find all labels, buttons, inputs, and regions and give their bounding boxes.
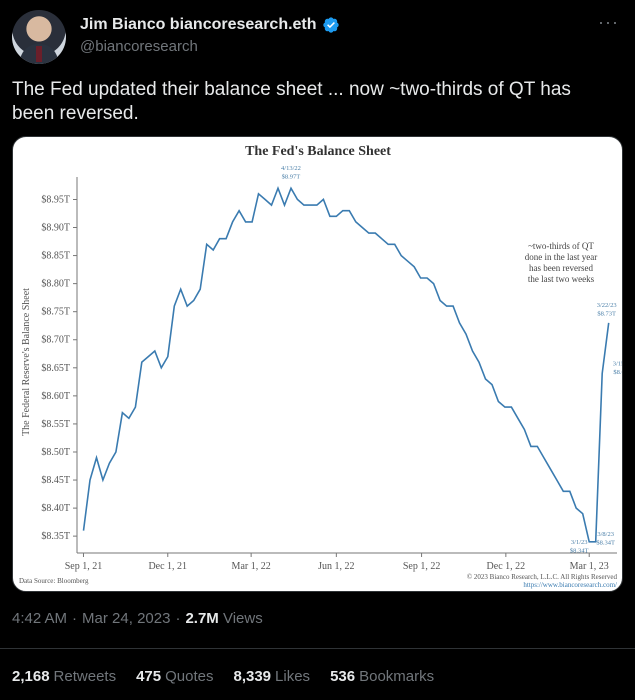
annotation-3-15-23: 3/15/23 $8.64T (613, 360, 623, 376)
qt-reversal-note-line: the last two weeks (528, 274, 595, 284)
qt-reversal-note-line: done in the last year (525, 252, 597, 262)
chart-title: The Fed's Balance Sheet (245, 144, 391, 159)
x-tick-label: Jun 1, 22 (318, 561, 354, 572)
retweets-label: Retweets (53, 668, 117, 685)
avatar[interactable] (12, 10, 66, 64)
avatar-tie (36, 46, 42, 62)
views-count: 2.7M (185, 610, 219, 627)
annotation-3-22-23: 3/22/23 $8.73T (597, 302, 617, 318)
peak-annotation-line: $8.97T (282, 174, 301, 181)
divider-top (0, 648, 635, 649)
annotation-3-8-23: 3/8/23 $8.34T (596, 531, 615, 547)
stat-retweets[interactable]: 2,168 Retweets (12, 668, 116, 685)
annotation-3-15-23-line: $8.64T (613, 369, 623, 376)
meta-separator-2: · (175, 610, 181, 627)
y-tick-label: $8.40T (41, 503, 70, 514)
annotation-3-22-23-line: 3/22/23 (597, 302, 617, 309)
balance-sheet-chart: The Fed's Balance Sheet The Federal Rese… (19, 144, 623, 589)
qt-reversal-note-line: has been reversed (529, 263, 593, 273)
verified-badge-icon (322, 17, 339, 33)
quotes-count: 475 (136, 668, 162, 685)
website-url[interactable]: https://www.biancoresearch.com/ (523, 581, 617, 589)
stat-likes[interactable]: 8,339 Likes (233, 668, 310, 685)
tweet-text: The Fed updated their balance sheet ... … (12, 79, 571, 124)
x-tick-label: Dec 1, 21 (148, 561, 187, 572)
x-tick-label: Mar 1, 22 (232, 561, 271, 572)
copyright-note: © 2023 Bianco Research, L.L.C. All Right… (467, 573, 618, 581)
series-line (82, 185, 610, 543)
bookmarks-label: Bookmarks (359, 668, 435, 685)
peak-annotation-line: 4/13/22 (281, 165, 301, 172)
tweet-meta: 4:42 AM · Mar 24, 2023 · 2.7M Views (12, 610, 263, 627)
y-tick-label: $8.50T (41, 447, 70, 458)
likes-count: 8,339 (233, 668, 272, 685)
stat-bookmarks[interactable]: 536 Bookmarks (330, 668, 434, 685)
y-tick-label: $8.80T (41, 279, 70, 290)
meta-separator-1: · (72, 610, 78, 627)
y-tick-label: $8.70T (41, 335, 70, 346)
tweet-media-chart[interactable]: The Fed's Balance Sheet The Federal Rese… (12, 136, 623, 592)
stat-quotes[interactable]: 475 Quotes (136, 668, 213, 685)
y-tick-label: $8.85T (41, 251, 70, 262)
annotation-3-8-23-line: 3/8/23 (597, 531, 614, 538)
x-tick-label: Sep 1, 21 (65, 561, 103, 572)
author-handle[interactable]: @biancoresearch (80, 38, 198, 55)
bookmarks-count: 536 (330, 668, 356, 685)
tweet-header: Jim Bianco biancoresearch.eth @biancores… (12, 10, 623, 66)
peak-annotation: 4/13/22 $8.97T (281, 165, 301, 181)
annotation-3-1-23: 3/1/23 $8.34T (570, 539, 589, 555)
quotes-label: Quotes (165, 668, 214, 685)
likes-label: Likes (275, 668, 311, 685)
x-tick-label: Sep 1, 22 (403, 561, 441, 572)
engagement-stats: 2,168 Retweets 475 Quotes 8,339 Likes 536 Bo… (12, 668, 434, 685)
y-axis-label: The Federal Reserve's Balance Sheet (21, 288, 32, 436)
data-source-note: Data Source: Bloomberg (19, 577, 89, 585)
y-tick-label: $8.35T (41, 531, 70, 542)
y-tick-label: $8.45T (41, 475, 70, 486)
annotation-3-1-23-line: 3/1/23 (571, 539, 588, 546)
x-tick-label: Mar 1, 23 (570, 561, 609, 572)
more-options-icon[interactable]: ··· (598, 12, 619, 32)
tweet-date[interactable]: Mar 24, 2023 (82, 610, 171, 627)
annotation-3-1-23-line: $8.34T (570, 547, 589, 554)
y-tick-label: $8.55T (41, 419, 70, 430)
annotation-3-8-23-line: $8.34T (596, 539, 615, 546)
author-name-row: Jim Bianco biancoresearch.eth (80, 16, 340, 34)
tweet-time[interactable]: 4:42 AM (12, 610, 68, 627)
y-tick-label: $8.65T (41, 363, 70, 374)
y-tick-label: $8.75T (41, 307, 70, 318)
y-tick-label: $8.90T (41, 223, 70, 234)
views-label: Views (222, 610, 263, 627)
y-tick-label: $8.95T (41, 194, 70, 205)
y-tick-label: $8.60T (41, 391, 70, 402)
annotation-3-22-23-line: $8.73T (597, 310, 616, 317)
annotation-3-15-23-line: 3/15/23 (613, 360, 623, 367)
retweets-count: 2,168 (12, 668, 50, 685)
x-tick-label: Dec 1, 22 (487, 561, 526, 572)
qt-reversal-note-line: ~two-thirds of QT (528, 241, 594, 251)
author-display-name[interactable]: Jim Bianco biancoresearch.eth (80, 16, 317, 33)
qt-reversal-note: ~two-thirds of QT done in the last year ha… (525, 241, 597, 284)
